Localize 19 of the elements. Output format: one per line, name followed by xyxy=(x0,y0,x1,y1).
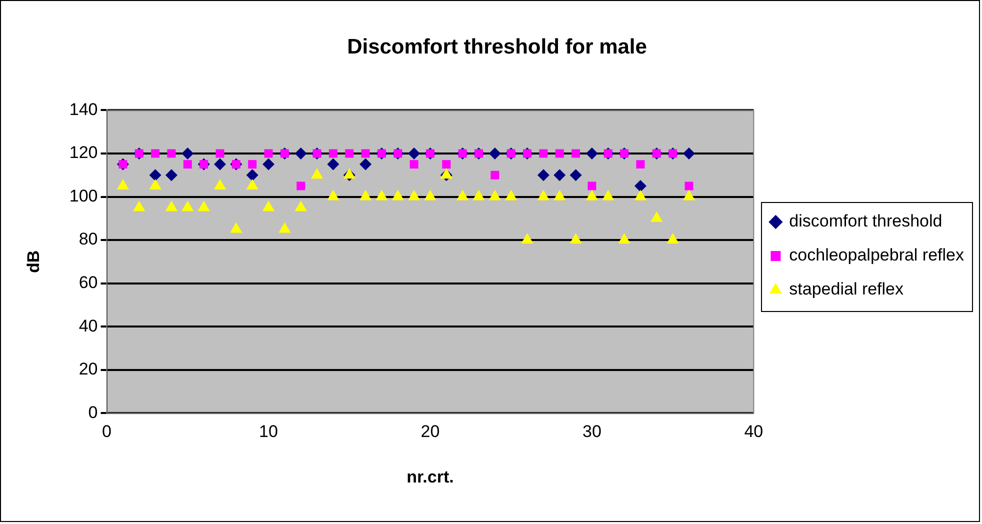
legend-label: cochleopalpebral reflex xyxy=(789,246,964,265)
x-tick-label: 40 xyxy=(744,422,764,442)
legend-label: stapedial reflex xyxy=(789,280,904,299)
y-axis-title: dB xyxy=(24,250,43,274)
legend-label: discomfort threshold xyxy=(789,212,942,231)
x-tick-label: 10 xyxy=(259,422,278,442)
y-tick-label: 0 xyxy=(88,402,98,422)
x-tick-label: 20 xyxy=(420,422,440,442)
x-tick-label: 30 xyxy=(582,422,602,442)
y-tick-label: 80 xyxy=(78,230,98,249)
y-tick-label: 120 xyxy=(69,143,98,162)
y-tick-label: 60 xyxy=(78,273,98,292)
y-tick-label: 140 xyxy=(69,100,98,119)
y-tick-label: 40 xyxy=(78,316,98,336)
x-axis-title: nr.crt. xyxy=(406,467,454,486)
chart-title: Discomfort threshold for male xyxy=(347,35,647,58)
x-tick-label: 0 xyxy=(102,422,112,442)
y-tick-label: 20 xyxy=(78,360,98,379)
y-tick-label: 100 xyxy=(69,186,98,206)
